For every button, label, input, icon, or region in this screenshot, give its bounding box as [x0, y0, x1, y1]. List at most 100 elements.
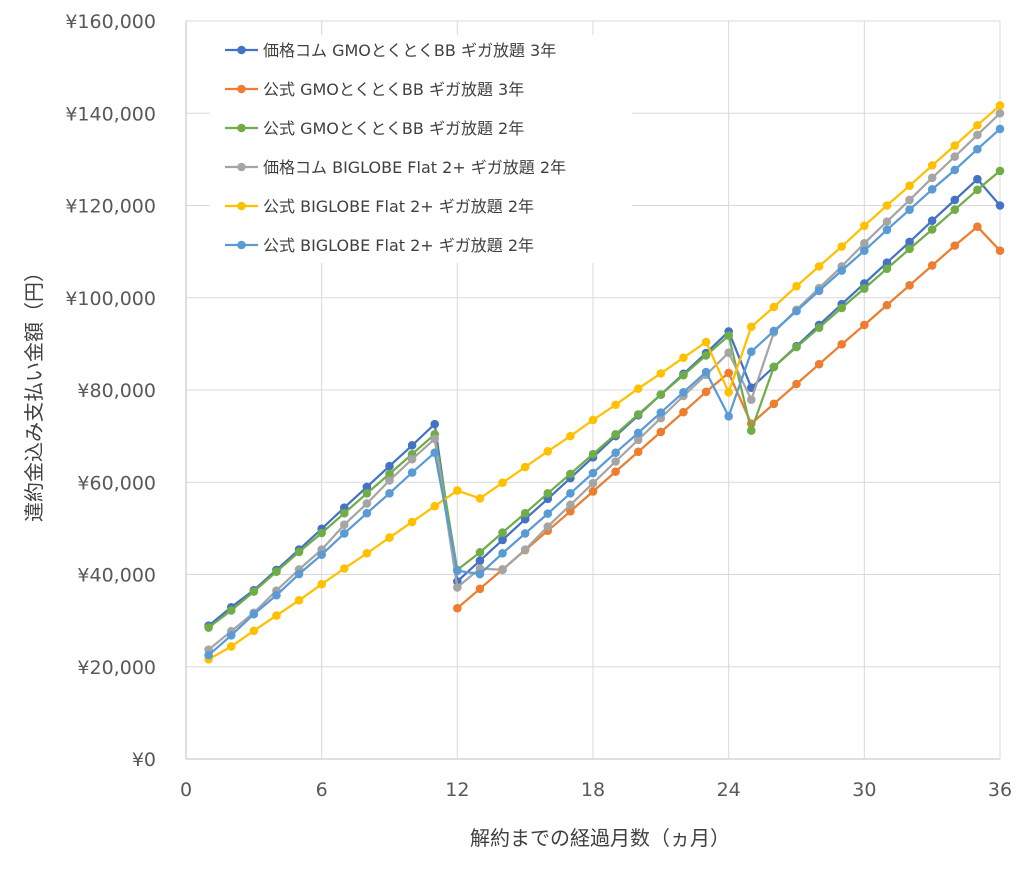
data-point [430, 501, 440, 511]
x-tick-label: 0 [180, 779, 192, 801]
data-point [995, 124, 1005, 134]
legend-marker [237, 240, 246, 250]
data-point [882, 225, 892, 235]
data-point [520, 462, 530, 472]
data-point [204, 623, 213, 632]
data-point [588, 487, 598, 496]
data-point [882, 264, 892, 273]
legend-item: 公式 BIGLOBE Flat 2+ ギガ放題 2年 [225, 236, 534, 255]
data-point [543, 489, 553, 498]
data-point [543, 447, 553, 456]
y-tick-label: ¥140,000 [65, 103, 156, 125]
legend-marker [237, 162, 246, 172]
x-tick-label: 30 [852, 779, 876, 801]
data-point [498, 528, 507, 537]
data-point [950, 205, 960, 214]
y-tick-label: ¥0 [132, 749, 156, 771]
data-point [837, 266, 847, 275]
data-point [769, 362, 779, 372]
y-tick-label: ¥160,000 [65, 11, 156, 33]
data-point [814, 359, 824, 369]
data-point [588, 449, 598, 459]
y-axis-title: 違約金込み支払い金額（円） [22, 262, 46, 522]
data-point [724, 411, 733, 421]
data-point [385, 476, 394, 485]
data-point [498, 478, 507, 488]
series-group [204, 101, 1005, 664]
series-5 [204, 101, 1005, 664]
data-point [430, 419, 440, 429]
x-axis-title: 解約までの経過月数（ヵ月） [470, 826, 730, 850]
data-point [249, 626, 259, 636]
data-point [746, 426, 756, 435]
data-point [385, 533, 394, 542]
data-point [814, 262, 824, 271]
data-point [656, 427, 666, 437]
data-point [724, 368, 733, 378]
y-tick-label: ¥100,000 [65, 288, 156, 310]
data-point [950, 152, 960, 161]
data-point [362, 489, 372, 498]
x-tick-label: 12 [445, 779, 469, 801]
data-point [973, 144, 982, 154]
y-axis-ticks: ¥0 ¥20,000 ¥40,000 ¥60,000 ¥80,000 ¥100,000 ¥1… [65, 11, 156, 771]
legend-label: 公式 GMOとくとくBB ギガ放題 3年 [263, 80, 524, 99]
data-point [769, 399, 779, 409]
data-point [905, 244, 914, 254]
data-point [724, 331, 733, 340]
data-point [226, 631, 236, 640]
data-point [317, 528, 326, 538]
data-point [339, 520, 349, 529]
data-point [679, 370, 688, 380]
data-point [860, 320, 869, 330]
data-point [249, 587, 259, 596]
data-point [498, 535, 507, 545]
data-point [995, 108, 1005, 118]
data-point [950, 165, 960, 175]
y-tick-label: ¥80,000 [77, 380, 156, 402]
data-point [882, 201, 892, 210]
data-point [407, 517, 417, 527]
data-point [995, 166, 1005, 176]
data-point [656, 408, 666, 417]
data-point [611, 457, 620, 466]
data-point [860, 246, 869, 256]
data-point [520, 508, 530, 518]
data-point [453, 486, 462, 495]
data-point [701, 367, 711, 377]
legend-label: 公式 BIGLOBE Flat 2+ ギガ放題 2年 [263, 197, 534, 216]
data-point [633, 447, 643, 457]
data-point [407, 454, 417, 464]
data-point [385, 469, 394, 479]
data-point [995, 201, 1005, 210]
data-point [927, 261, 937, 270]
data-point [362, 482, 372, 492]
legend-label: 公式 BIGLOBE Flat 2+ ギガ放題 2年 [263, 236, 534, 255]
data-point [317, 579, 326, 589]
data-point [520, 514, 530, 524]
series-line [207, 170, 1001, 629]
legend-marker [237, 45, 246, 55]
legend-item: 価格コム GMOとくとくBB ギガ放題 3年 [225, 41, 556, 60]
data-point [385, 489, 394, 498]
series-line [207, 112, 1001, 651]
data-point [860, 284, 869, 293]
legend-label: 価格コム BIGLOBE Flat 2+ ギガ放題 2年 [263, 158, 566, 177]
legend-label: 公式 GMOとくとくBB ギガ放題 2年 [263, 119, 524, 138]
data-point [950, 241, 960, 250]
data-point [746, 395, 756, 404]
data-point [882, 258, 892, 267]
x-tick-label: 6 [316, 779, 328, 801]
data-point [339, 508, 349, 518]
data-point [611, 448, 620, 458]
x-tick-label: 24 [717, 779, 741, 801]
data-point [475, 584, 485, 594]
data-point [973, 222, 982, 232]
data-point [226, 642, 236, 651]
data-point [520, 529, 530, 538]
data-point [679, 407, 688, 417]
data-point [272, 567, 281, 577]
data-point [453, 566, 462, 576]
data-point [407, 441, 417, 450]
